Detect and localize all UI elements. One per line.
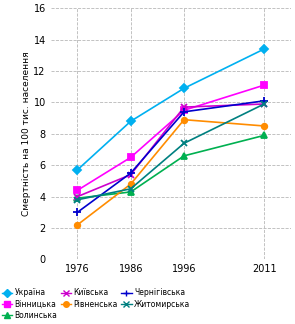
Legend: Україна, Вінницька, Волинська, Київська, Рівненська, Чернігівська, Житомирська: Україна, Вінницька, Волинська, Київська,… — [2, 288, 190, 320]
Y-axis label: Смертність на 100 тис. населення: Смертність на 100 тис. населення — [22, 52, 31, 216]
